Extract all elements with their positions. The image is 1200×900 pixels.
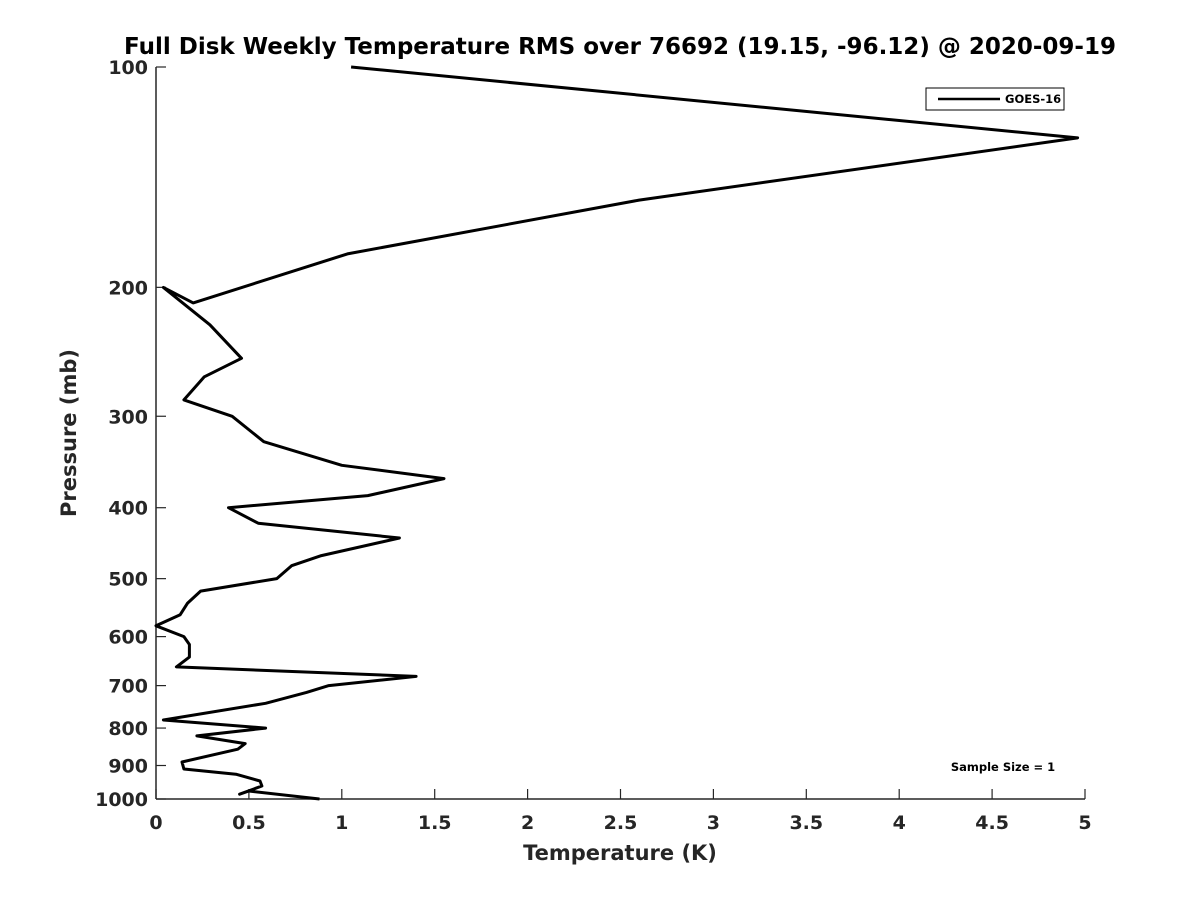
x-tick-label: 2 [521, 812, 534, 834]
y-tick-label: 200 [108, 277, 148, 299]
y-axis-label: Pressure (mb) [57, 349, 81, 517]
x-tick-label: 3.5 [789, 812, 823, 834]
x-tick-label: 0.5 [232, 812, 266, 834]
y-ticks: 100 200 300 400 500 600 700 800 900 1000 [95, 57, 166, 811]
x-tick-label: 1 [335, 812, 348, 834]
y-tick-label: 1000 [95, 789, 148, 811]
y-tick-label: 900 [108, 756, 148, 778]
sample-size-annotation: Sample Size = 1 [951, 760, 1055, 774]
y-tick-label: 300 [108, 406, 148, 428]
x-axis-label: Temperature (K) [523, 841, 717, 865]
x-tick-label: 3 [707, 812, 720, 834]
x-tick-label: 1.5 [418, 812, 452, 834]
legend: GOES-16 [925, 87, 1065, 111]
y-tick-label: 500 [108, 569, 148, 591]
x-tick-label: 4 [893, 812, 906, 834]
legend-label: GOES-16 [1005, 92, 1061, 106]
series-line-goes-16 [154, 65, 1080, 801]
y-tick-label: 700 [108, 676, 148, 698]
x-tick-label: 5 [1078, 812, 1091, 834]
series-layer [154, 65, 1080, 801]
y-tick-label: 100 [108, 57, 148, 79]
y-tick-label: 800 [108, 718, 148, 740]
x-ticks: 0 0.5 1 1.5 2 2.5 3 3.5 4 4.5 5 [149, 789, 1092, 834]
x-tick-label: 4.5 [975, 812, 1009, 834]
x-tick-label: 0 [149, 812, 162, 834]
x-tick-label: 2.5 [604, 812, 638, 834]
y-tick-label: 400 [108, 498, 148, 520]
chart-title: Full Disk Weekly Temperature RMS over 76… [124, 34, 1116, 60]
y-tick-label: 600 [108, 627, 148, 649]
